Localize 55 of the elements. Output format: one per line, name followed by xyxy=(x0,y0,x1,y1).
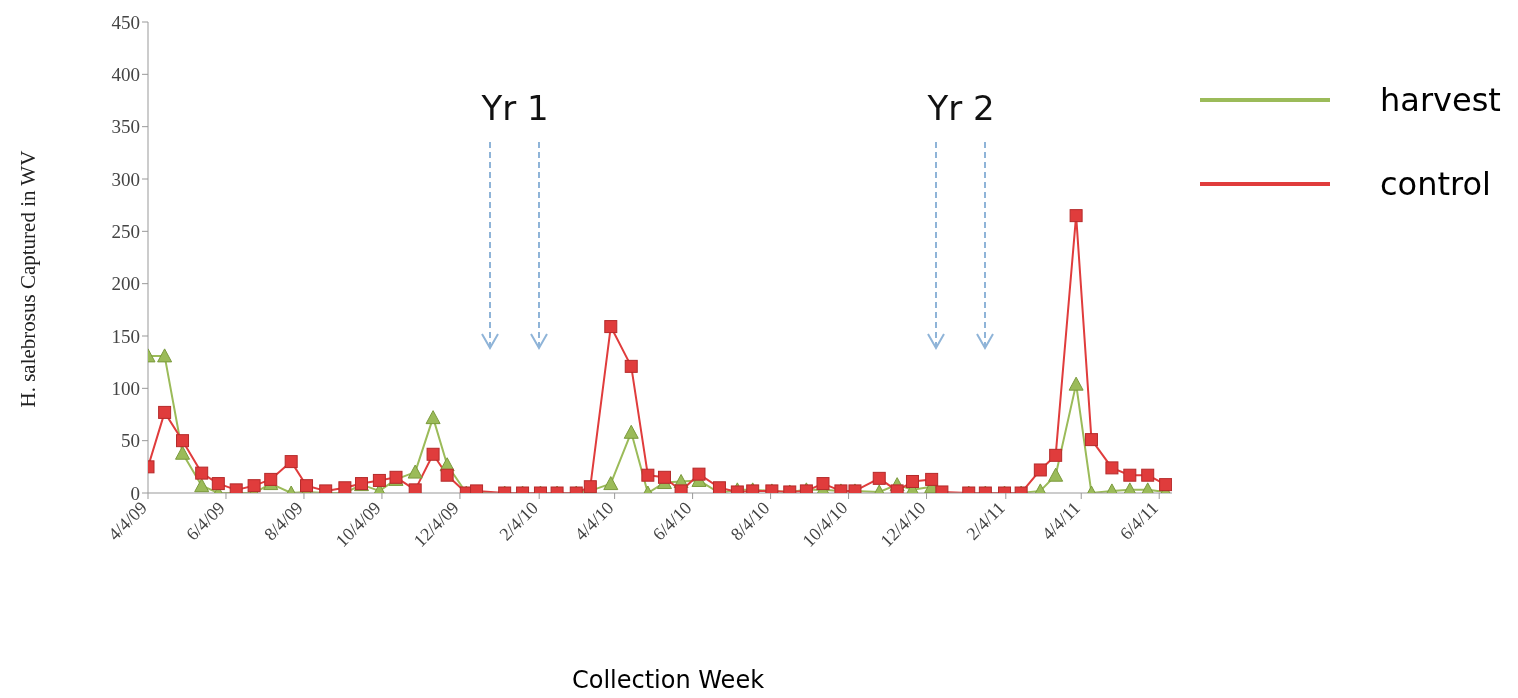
point xyxy=(194,478,210,493)
y-tick-label: 50 xyxy=(121,430,140,452)
point xyxy=(712,481,726,493)
point xyxy=(158,405,172,419)
point xyxy=(1105,461,1119,475)
point xyxy=(1048,467,1064,482)
legend-label: control xyxy=(1380,165,1491,203)
point xyxy=(1159,478,1172,492)
point xyxy=(603,476,619,491)
point xyxy=(1141,468,1155,482)
y-tick-label: 200 xyxy=(111,273,140,295)
x-axis-title: Collection Week xyxy=(570,666,766,694)
y-tick-label: 100 xyxy=(111,378,140,400)
point xyxy=(211,477,225,491)
point xyxy=(195,466,209,480)
point xyxy=(623,424,639,439)
point xyxy=(624,359,638,373)
annotation: Yr 2 xyxy=(926,88,995,128)
point xyxy=(372,473,386,487)
point xyxy=(440,468,454,482)
point xyxy=(1123,468,1137,482)
legend-label: harvest xyxy=(1380,81,1501,119)
point xyxy=(175,445,191,460)
point xyxy=(1069,209,1083,223)
point xyxy=(300,479,314,493)
point xyxy=(264,472,278,486)
y-tick-label: 250 xyxy=(111,221,140,243)
point xyxy=(425,410,441,425)
point xyxy=(1084,433,1098,447)
annotation: Yr 1 xyxy=(480,88,549,128)
point xyxy=(407,464,423,479)
point xyxy=(157,348,173,363)
point xyxy=(905,474,919,488)
point xyxy=(408,483,422,493)
point xyxy=(872,471,886,485)
point xyxy=(284,455,298,469)
point xyxy=(657,470,671,484)
point xyxy=(1049,448,1063,462)
y-axis-title: H. salebrosus Captured in WV xyxy=(16,150,41,408)
y-tick-label: 450 xyxy=(111,11,140,33)
y-tick-label: 350 xyxy=(111,116,140,138)
point xyxy=(247,479,261,493)
point xyxy=(1033,463,1047,477)
y-tick-label: 150 xyxy=(111,325,140,347)
point xyxy=(176,434,190,448)
point xyxy=(426,447,440,461)
y-tick-label: 400 xyxy=(111,64,140,86)
y-tick-label: 300 xyxy=(111,168,140,190)
point xyxy=(338,481,352,493)
point xyxy=(1068,376,1084,391)
point xyxy=(692,467,706,481)
point xyxy=(816,477,830,491)
point xyxy=(925,472,939,486)
point xyxy=(641,468,655,482)
point xyxy=(604,320,618,334)
